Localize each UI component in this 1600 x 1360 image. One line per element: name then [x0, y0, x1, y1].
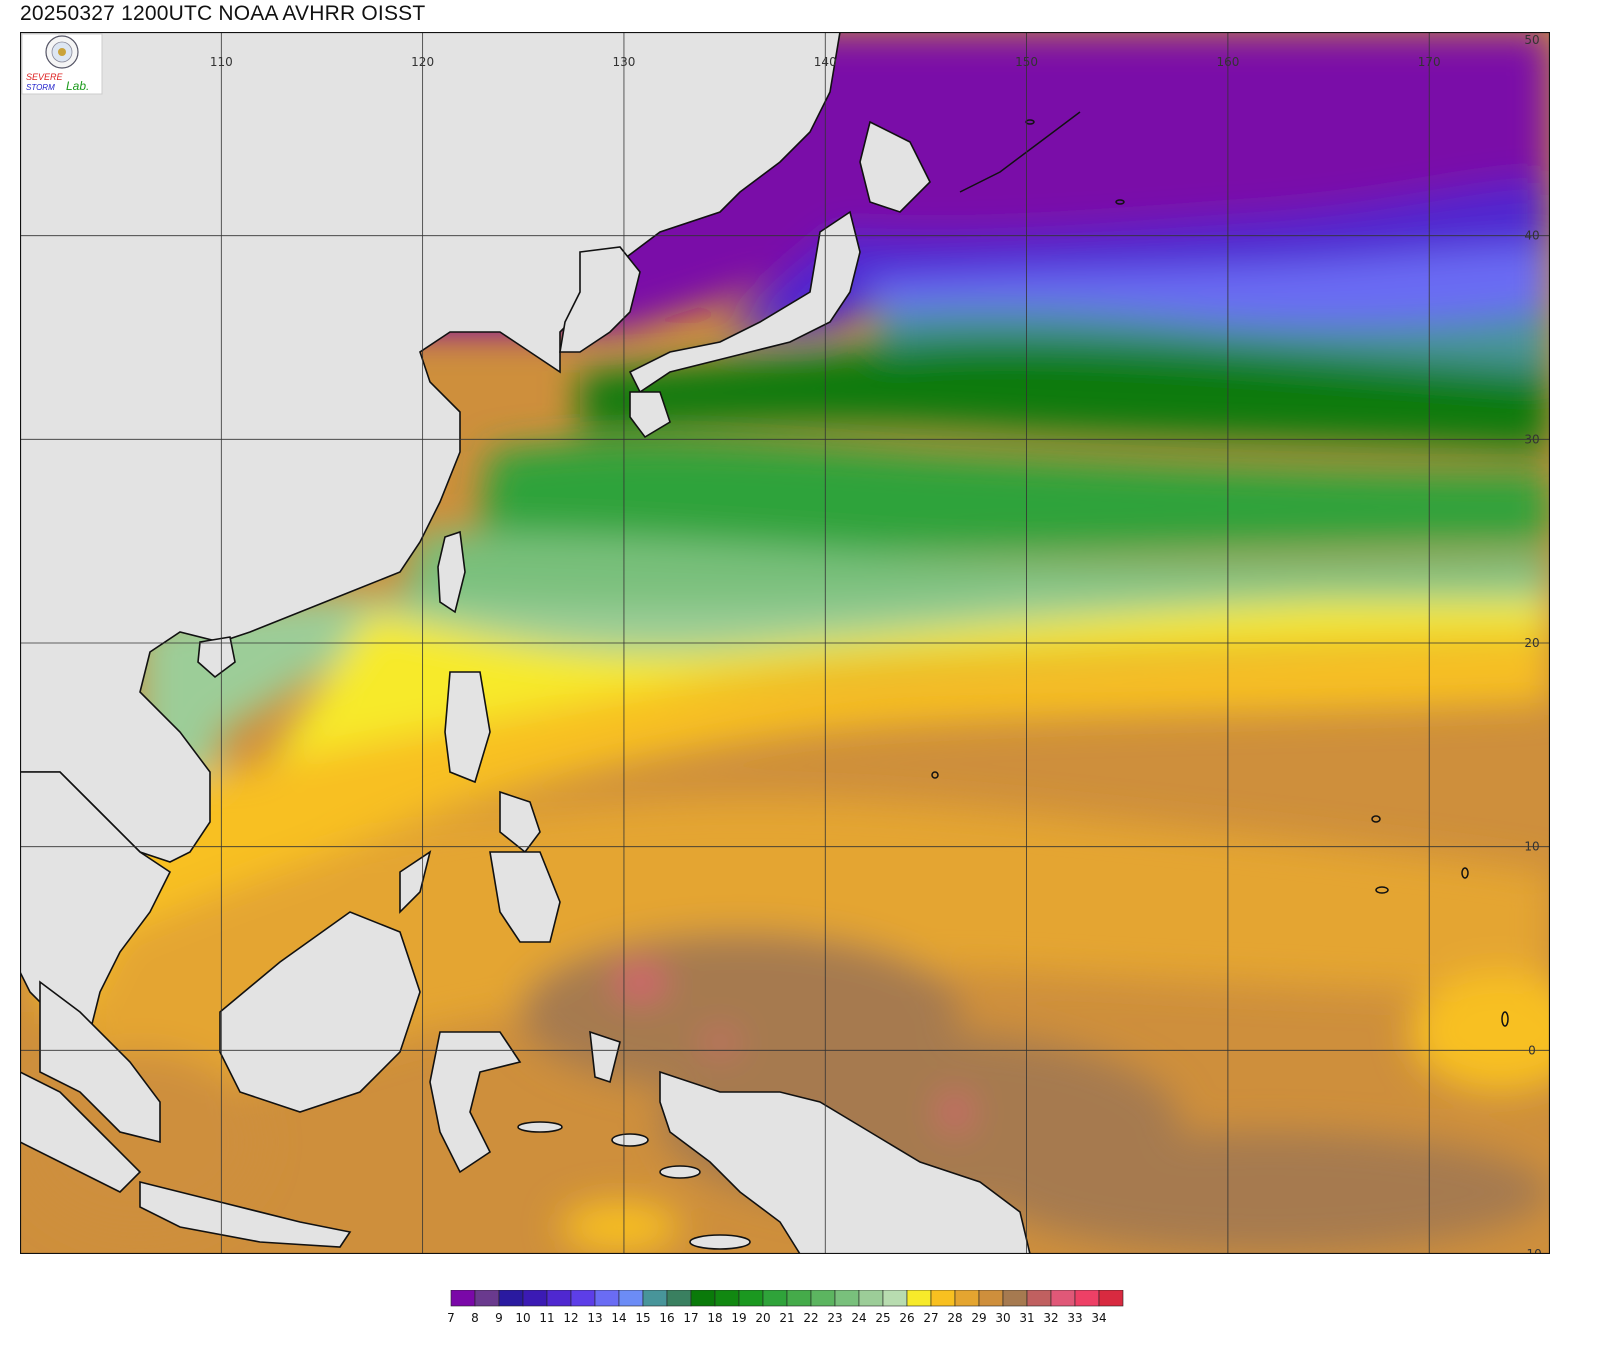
colorbar-swatch	[498, 1290, 524, 1307]
colorbar-swatch	[762, 1290, 788, 1307]
colorbar-label: 15	[635, 1311, 650, 1325]
longitude-label: 140	[814, 55, 837, 69]
colorbar-swatch	[1098, 1290, 1124, 1307]
colorbar-swatch	[930, 1290, 956, 1307]
land-masses	[20, 32, 1031, 1254]
colorbar-label: 13	[587, 1311, 602, 1325]
colorbar-label: 9	[495, 1311, 503, 1325]
colorbar-swatch	[810, 1290, 836, 1307]
longitude-labels: 110 120 130 140 150 160 170	[210, 55, 1441, 69]
colorbar-label: 31	[1019, 1311, 1034, 1325]
colorbar-swatch	[714, 1290, 740, 1307]
colorbar-label: 34	[1091, 1311, 1106, 1325]
colorbar-label: 32	[1043, 1311, 1058, 1325]
longitude-label: 170	[1418, 55, 1441, 69]
colorbar-swatch	[642, 1290, 668, 1307]
colorbar-swatch	[1074, 1290, 1100, 1307]
colorbar-label: 16	[659, 1311, 674, 1325]
colorbar-swatch	[1002, 1290, 1028, 1307]
colorbar-label: 12	[563, 1311, 578, 1325]
colorbar-label: 19	[731, 1311, 746, 1325]
colorbar-boxes	[450, 1290, 1124, 1307]
longitude-label: 160	[1216, 55, 1239, 69]
colorbar-label: 33	[1067, 1311, 1082, 1325]
colorbar-label: 8	[471, 1311, 479, 1325]
latitude-label: 30	[1524, 432, 1539, 446]
colorbar-label: 25	[875, 1311, 890, 1325]
logo-line2: STORM	[26, 83, 55, 92]
colorbar-label: 18	[707, 1311, 722, 1325]
sst-map: 110 120 130 140 150 160 170 50 40 30 20 10 0 -10 SEV…	[20, 32, 1550, 1254]
colorbar: 7 8 9 10 11 12 13 14 15 16 17 18 19 20 21 22 23 24 25 26 27 2…	[447, 1290, 1124, 1325]
colorbar-swatch	[1050, 1290, 1076, 1307]
colorbar-label: 24	[851, 1311, 866, 1325]
colorbar-label: 23	[827, 1311, 842, 1325]
colorbar-label: 28	[947, 1311, 962, 1325]
colorbar-swatch	[858, 1290, 884, 1307]
colorbar-swatch	[882, 1290, 908, 1307]
colorbar-label: 20	[755, 1311, 770, 1325]
latitude-label: 50	[1524, 33, 1539, 47]
latitude-label: 40	[1524, 229, 1539, 243]
colorbar-swatch	[546, 1290, 572, 1307]
colorbar-label: 11	[539, 1311, 554, 1325]
severe-storm-lab-logo: SEVERE STORM Lab.	[21, 33, 103, 95]
longitude-label: 110	[210, 55, 233, 69]
colorbar-labels: 7 8 9 10 11 12 13 14 15 16 17 18 19 20 21 22 23 24 25 26 27 2…	[447, 1311, 1106, 1325]
colorbar-label: 10	[515, 1311, 530, 1325]
colorbar-swatch	[978, 1290, 1004, 1307]
longitude-label: 120	[411, 55, 434, 69]
colorbar-swatch	[690, 1290, 716, 1307]
colorbar-label: 7	[447, 1311, 455, 1325]
longitude-label: 150	[1015, 55, 1038, 69]
colorbar-label: 22	[803, 1311, 818, 1325]
colorbar-swatch	[954, 1290, 980, 1307]
island-outlines	[931, 119, 1509, 1027]
colorbar-swatch	[738, 1290, 764, 1307]
logo-line3: Lab.	[66, 79, 89, 93]
colorbar-swatch	[786, 1290, 812, 1307]
latitude-labels: 50 40 30 20 10 0 -10	[1522, 33, 1542, 1254]
colorbar-swatch	[594, 1290, 620, 1307]
colorbar-swatch	[1026, 1290, 1052, 1307]
colorbar-label: 29	[971, 1311, 986, 1325]
graticule	[20, 32, 1550, 1254]
colorbar-swatch	[450, 1290, 476, 1307]
latitude-label: -10	[1522, 1247, 1542, 1254]
map-title: 20250327 1200UTC NOAA AVHRR OISST	[20, 2, 426, 25]
colorbar-label: 14	[611, 1311, 626, 1325]
latitude-label: 20	[1524, 636, 1539, 650]
colorbar-swatch	[570, 1290, 596, 1307]
colorbar-label: 21	[779, 1311, 794, 1325]
colorbar-swatch	[834, 1290, 860, 1307]
colorbar-label: 30	[995, 1311, 1010, 1325]
logo-line1: SEVERE	[26, 72, 64, 82]
map-border	[20, 32, 1550, 1254]
colorbar-swatch	[522, 1290, 548, 1307]
colorbar-label: 27	[923, 1311, 938, 1325]
latitude-label: 0	[1528, 1043, 1536, 1057]
colorbar-swatch	[474, 1290, 500, 1307]
colorbar-swatch	[906, 1290, 932, 1307]
latitude-label: 10	[1524, 840, 1539, 854]
colorbar-label: 17	[683, 1311, 698, 1325]
colorbar-swatch	[618, 1290, 644, 1307]
longitude-label: 130	[612, 55, 635, 69]
colorbar-swatch	[666, 1290, 692, 1307]
colorbar-label: 26	[899, 1311, 914, 1325]
